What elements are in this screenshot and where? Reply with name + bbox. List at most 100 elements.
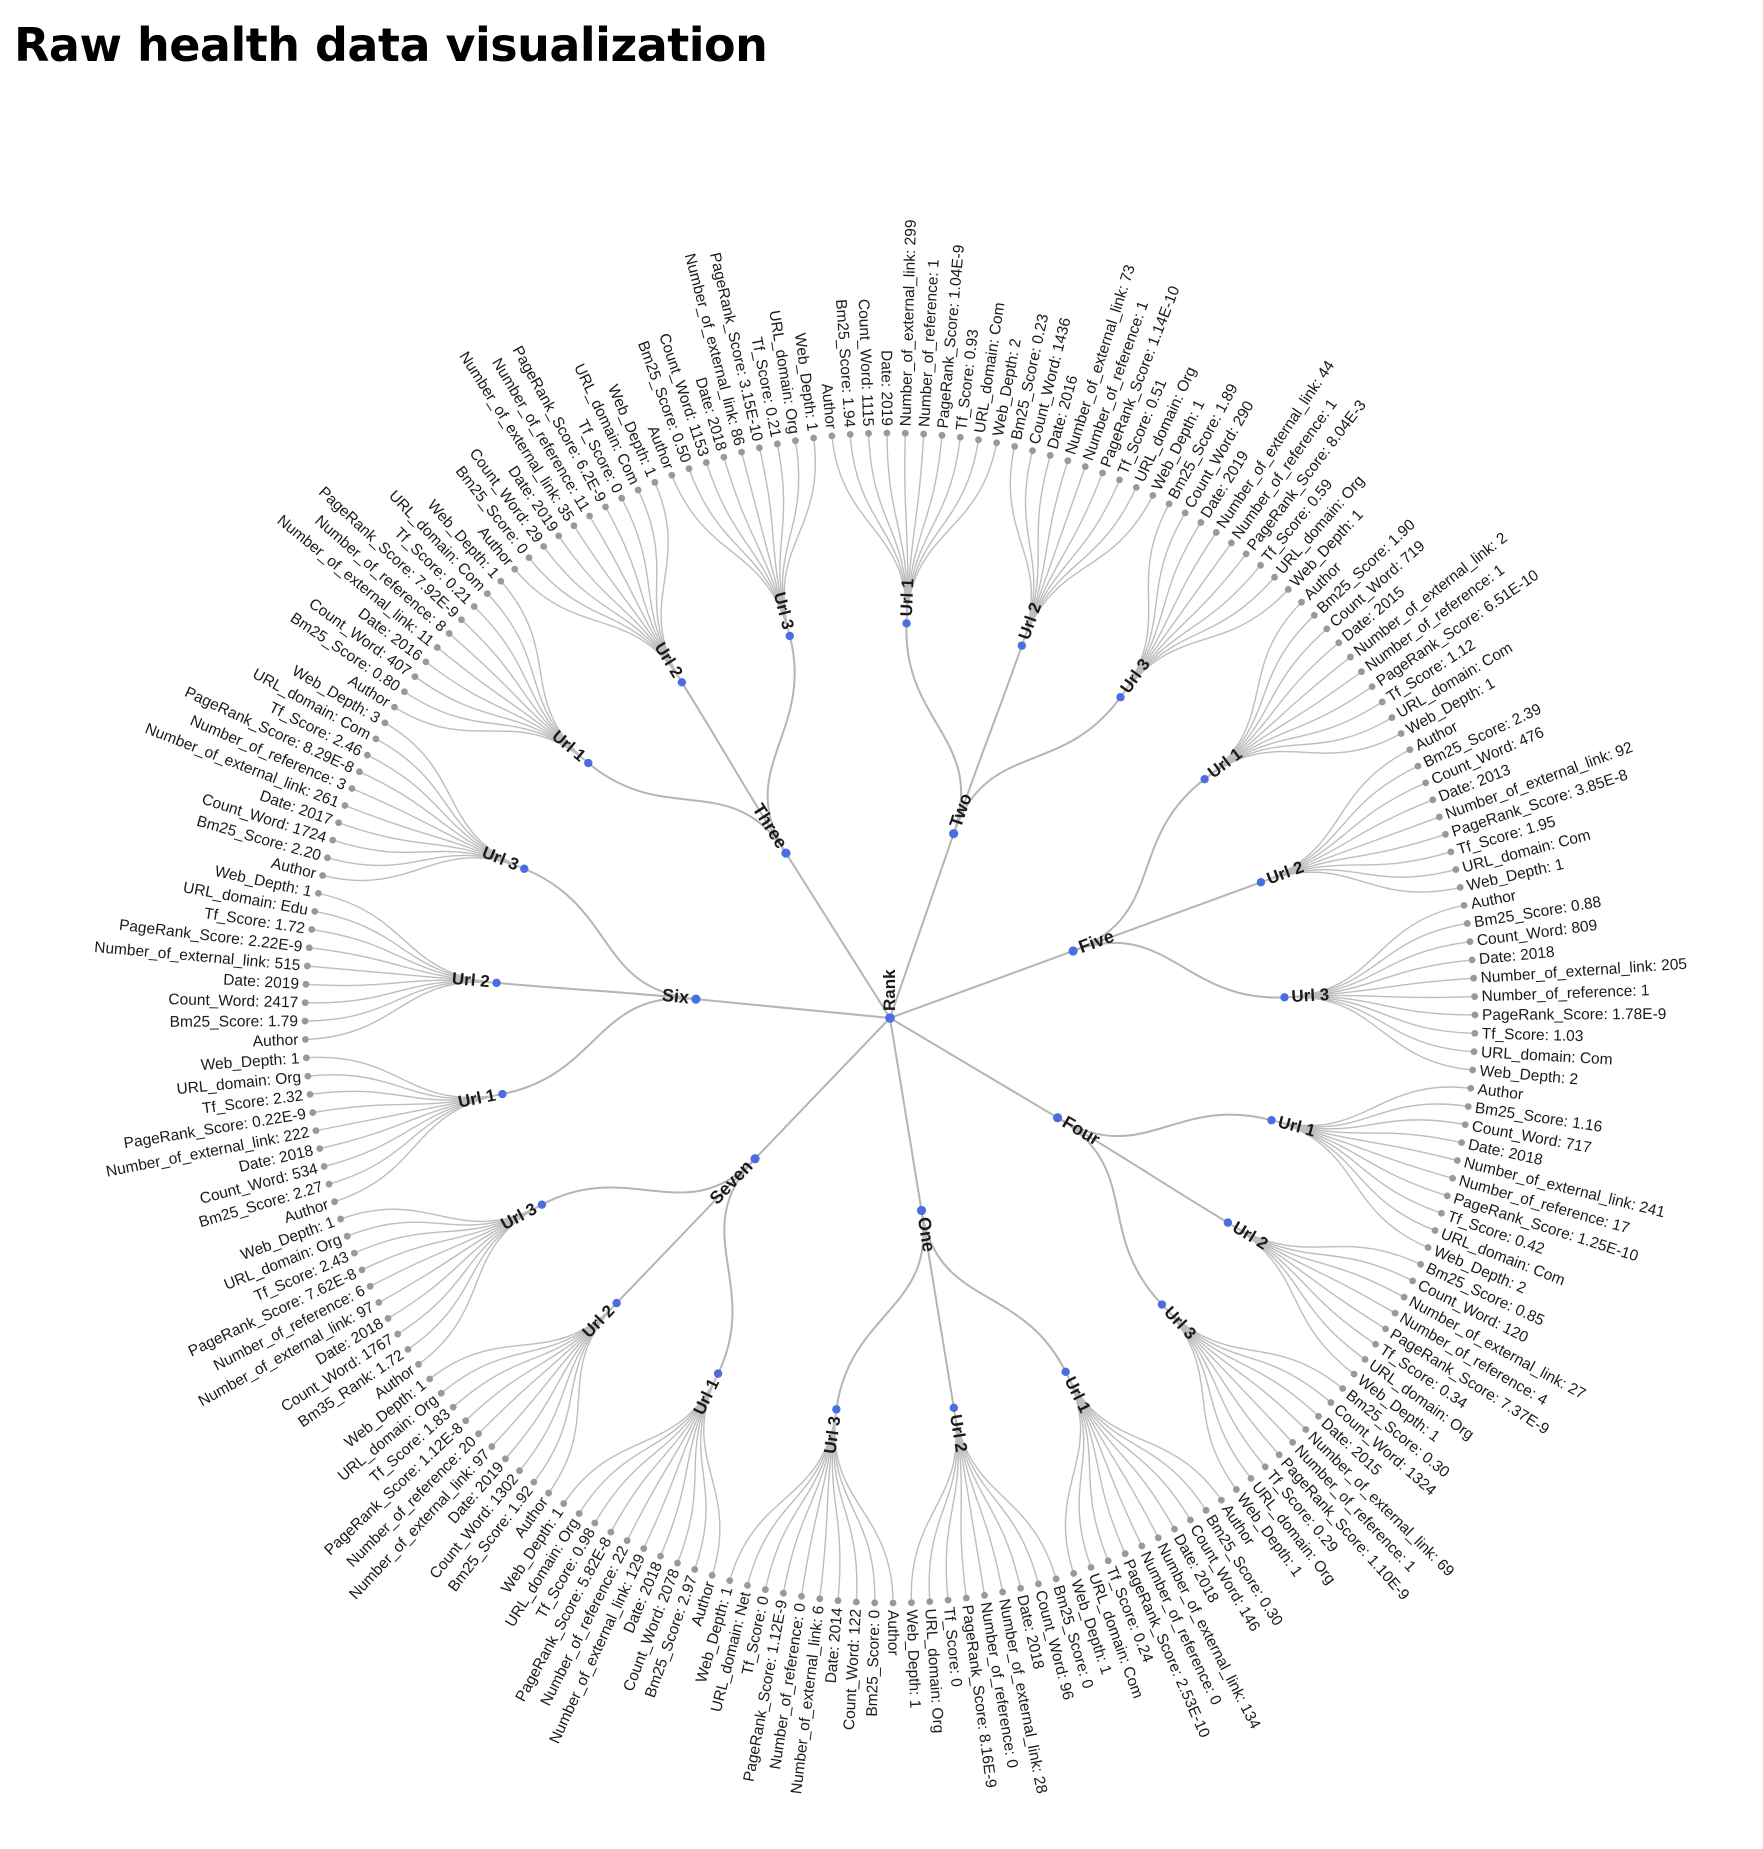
group-node-dot[interactable] — [916, 1205, 927, 1216]
leaf-node-dot[interactable] — [1422, 779, 1430, 787]
leaf-node-dot[interactable] — [337, 1215, 345, 1223]
leaf-node-dot[interactable] — [755, 444, 763, 452]
leaf-node-dot[interactable] — [1302, 1426, 1310, 1433]
leaf-node-dot[interactable] — [908, 1599, 915, 1607]
leaf-node-dot[interactable] — [555, 532, 563, 540]
url-node-dot[interactable] — [1200, 774, 1209, 784]
leaf-node-dot[interactable] — [602, 503, 609, 511]
url-node-dot[interactable] — [1280, 993, 1289, 1002]
leaf-node-dot[interactable] — [1171, 1525, 1178, 1533]
leaf-node-dot[interactable] — [798, 1592, 805, 1600]
leaf-node-dot[interactable] — [744, 1581, 751, 1589]
leaf-node-dot[interactable] — [372, 735, 380, 743]
leaf-node-dot[interactable] — [1046, 451, 1054, 459]
leaf-node-dot[interactable] — [591, 1519, 599, 1527]
leaf-node-dot[interactable] — [773, 440, 781, 448]
leaf-node-dot[interactable] — [1358, 668, 1365, 676]
leaf-node-dot[interactable] — [422, 658, 430, 666]
url-node-dot[interactable] — [1157, 1300, 1167, 1309]
url-node-dot[interactable] — [902, 619, 911, 628]
leaf-node-dot[interactable] — [483, 590, 491, 598]
leaf-node-dot[interactable] — [305, 944, 313, 952]
leaf-node-dot[interactable] — [1464, 1103, 1472, 1110]
leaf-node-dot[interactable] — [956, 433, 964, 441]
leaf-node-dot[interactable] — [889, 1599, 897, 1607]
leaf-node-dot[interactable] — [1339, 1385, 1347, 1392]
leaf-node-dot[interactable] — [792, 437, 799, 445]
url-node-dot[interactable] — [584, 758, 593, 768]
leaf-node-dot[interactable] — [1453, 1157, 1461, 1164]
leaf-node-dot[interactable] — [618, 494, 626, 502]
leaf-node-dot[interactable] — [1132, 483, 1140, 491]
leaf-node-dot[interactable] — [1202, 1506, 1210, 1514]
leaf-node-dot[interactable] — [302, 1054, 310, 1062]
leaf-node-dot[interactable] — [363, 751, 371, 759]
url-node-dot[interactable] — [1223, 1218, 1233, 1227]
leaf-node-dot[interactable] — [1323, 625, 1331, 633]
url-node-dot[interactable] — [785, 631, 794, 641]
leaf-node-dot[interactable] — [575, 1510, 583, 1517]
leaf-node-dot[interactable] — [962, 1594, 970, 1602]
leaf-node-dot[interactable] — [883, 429, 891, 437]
url-node-dot[interactable] — [1061, 1367, 1070, 1377]
leaf-node-dot[interactable] — [1449, 1174, 1457, 1182]
leaf-node-dot[interactable] — [926, 1598, 934, 1606]
leaf-node-dot[interactable] — [1471, 1011, 1479, 1019]
leaf-node-dot[interactable] — [381, 719, 389, 727]
leaf-node-dot[interactable] — [1429, 796, 1437, 804]
leaf-node-dot[interactable] — [852, 1598, 860, 1606]
root-node-dot[interactable] — [885, 1013, 895, 1023]
leaf-node-dot[interactable] — [1468, 956, 1476, 964]
leaf-node-dot[interactable] — [1447, 848, 1455, 856]
leaf-node-dot[interactable] — [502, 1455, 509, 1463]
leaf-node-dot[interactable] — [1087, 1563, 1095, 1571]
leaf-node-dot[interactable] — [366, 1282, 374, 1290]
leaf-node-dot[interactable] — [1350, 1370, 1358, 1378]
leaf-node-dot[interactable] — [640, 1545, 648, 1553]
url-node-dot[interactable] — [537, 1200, 547, 1209]
leaf-node-dot[interactable] — [525, 554, 533, 562]
leaf-node-dot[interactable] — [384, 1315, 392, 1322]
group-node-dot[interactable] — [1052, 1113, 1063, 1123]
leaf-node-dot[interactable] — [871, 1599, 879, 1607]
group-node-dot[interactable] — [1068, 946, 1078, 956]
leaf-node-dot[interactable] — [470, 603, 478, 610]
leaf-node-dot[interactable] — [530, 1478, 538, 1486]
leaf-node-dot[interactable] — [312, 1127, 320, 1135]
leaf-node-dot[interactable] — [1035, 1580, 1042, 1588]
leaf-node-dot[interactable] — [828, 432, 836, 440]
leaf-node-dot[interactable] — [1029, 447, 1036, 455]
url-node-dot[interactable] — [949, 1403, 959, 1413]
leaf-node-dot[interactable] — [708, 1571, 716, 1579]
leaf-node-dot[interactable] — [1165, 500, 1173, 508]
url-node-dot[interactable] — [713, 1369, 723, 1378]
leaf-node-dot[interactable] — [1289, 1438, 1297, 1446]
leaf-node-dot[interactable] — [341, 802, 349, 809]
leaf-node-dot[interactable] — [325, 1180, 333, 1188]
leaf-node-dot[interactable] — [1327, 1399, 1335, 1406]
leaf-node-dot[interactable] — [1397, 730, 1405, 737]
leaf-node-dot[interactable] — [1406, 746, 1414, 754]
group-node-dot[interactable] — [750, 1154, 760, 1164]
leaf-node-dot[interactable] — [1414, 762, 1422, 770]
leaf-node-dot[interactable] — [1458, 1139, 1465, 1147]
leaf-node-dot[interactable] — [607, 1528, 615, 1536]
leaf-node-dot[interactable] — [316, 1145, 324, 1153]
leaf-node-dot[interactable] — [311, 907, 319, 915]
leaf-node-dot[interactable] — [993, 439, 1001, 447]
leaf-node-dot[interactable] — [511, 565, 519, 573]
url-node-dot[interactable] — [612, 1298, 621, 1308]
leaf-node-dot[interactable] — [1284, 586, 1292, 593]
leaf-node-dot[interactable] — [394, 1330, 402, 1338]
group-node-dot[interactable] — [781, 848, 791, 858]
leaf-node-dot[interactable] — [761, 1586, 769, 1593]
leaf-node-dot[interactable] — [449, 1403, 457, 1411]
leaf-node-dot[interactable] — [301, 1017, 309, 1025]
leaf-node-dot[interactable] — [865, 429, 872, 437]
leaf-node-dot[interactable] — [779, 1589, 787, 1597]
leaf-node-dot[interactable] — [1070, 1570, 1078, 1577]
leaf-node-dot[interactable] — [657, 1552, 664, 1560]
leaf-node-dot[interactable] — [726, 1577, 734, 1585]
leaf-node-dot[interactable] — [1442, 830, 1449, 838]
leaf-node-dot[interactable] — [458, 616, 465, 624]
